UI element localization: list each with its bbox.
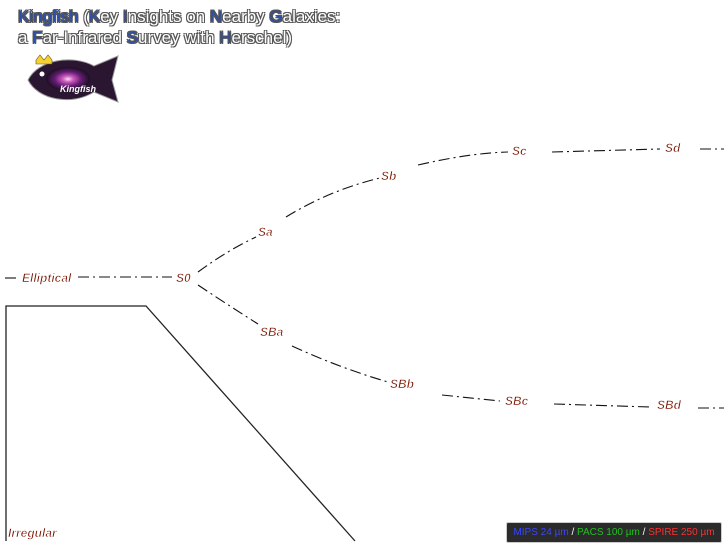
label-irregular: Irregular: [8, 526, 58, 540]
title-segment: erschel): [231, 28, 293, 47]
title-segment: K: [88, 7, 101, 26]
title-segment: H: [219, 28, 232, 47]
title-segment: F: [32, 28, 43, 47]
label-sbd: SBd: [657, 398, 682, 412]
label-sb: Sb: [381, 169, 396, 183]
irregular-region: [5, 305, 356, 542]
connector-sbc-sbd: [553, 403, 651, 408]
label-sba: SBa: [260, 325, 284, 339]
title-segment: urvey with: [138, 28, 220, 47]
label-sbb: SBb: [390, 377, 414, 391]
legend-mips: MIPS 24 µm: [513, 527, 569, 538]
label-sc: Sc: [512, 144, 527, 158]
wavelength-legend: MIPS 24 µm / PACS 100 µm / SPIRE 250 µm: [506, 522, 722, 543]
connector-sc-sd: [551, 148, 661, 153]
title-line-2: a Far-Infrared Survey with Herschel): [18, 27, 340, 48]
title-segment: ar-Infrared: [42, 28, 127, 47]
label-elliptical: Elliptical: [22, 271, 72, 285]
connector-sb-sc: [417, 151, 509, 166]
title-segment: S: [126, 28, 139, 47]
title-segment: (: [78, 7, 89, 26]
title-segment: nsights on: [127, 7, 210, 26]
legend-separator: /: [568, 527, 578, 538]
connector-sa-sb: [285, 177, 381, 218]
label-sa: Sa: [258, 225, 273, 239]
kingfish-logo-icon: Kingfish: [27, 54, 119, 103]
label-sd: Sd: [665, 141, 681, 155]
legend-pacs: PACS 100 µm: [577, 527, 640, 538]
title-segment: a: [18, 28, 33, 47]
title-line-1: Kingfish (Key Insights on Nearby Galaxie…: [18, 6, 340, 27]
connector-sbb-sbc: [441, 394, 501, 402]
title-segment: earby: [222, 7, 270, 26]
legend-spire: SPIRE 250 µm: [648, 527, 715, 538]
logo-text: Kingfish: [60, 84, 96, 94]
label-sbc: SBc: [505, 394, 529, 408]
title-segment: G: [269, 7, 283, 26]
title-segment: K: [18, 7, 30, 26]
connector-s0-sba: [197, 284, 259, 325]
title-segment: ey: [100, 7, 123, 26]
page-title: Kingfish (Key Insights on Nearby Galaxie…: [18, 6, 340, 48]
title-segment: alaxies:: [282, 7, 341, 26]
connector-sba-sbb: [291, 345, 389, 383]
legend-separator: /: [639, 527, 649, 538]
title-segment: I: [122, 7, 128, 26]
title-segment: N: [209, 7, 223, 26]
title-segment: ingfish: [29, 7, 79, 26]
connector-s0-sa: [197, 236, 257, 273]
label-s0: S0: [176, 271, 191, 285]
